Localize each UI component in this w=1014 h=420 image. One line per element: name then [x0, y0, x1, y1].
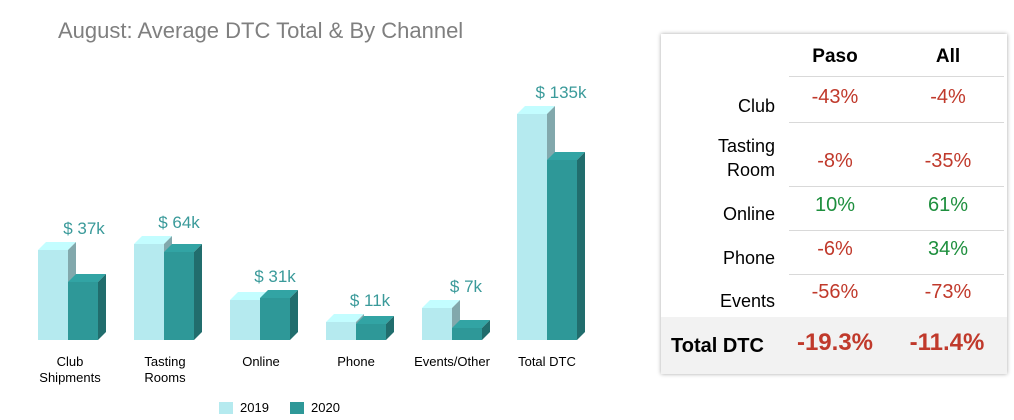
bar-2020-1-top	[164, 244, 202, 252]
bar-2020-0-top	[68, 274, 106, 282]
category-label-2-0: Online	[242, 354, 280, 369]
bar-2020-2-front	[260, 298, 290, 340]
data-label-4: $ 7k	[450, 277, 483, 296]
cell-phone-paso: -6%	[817, 238, 853, 260]
chart-title: August: Average DTC Total & By Channel	[58, 18, 464, 43]
bar-2019-5-top	[517, 106, 555, 114]
row-label-phone: Phone	[722, 248, 775, 268]
bar-2019-5-front	[517, 114, 547, 340]
bar-2020-0-side	[98, 274, 106, 340]
cell-online-paso: 10%	[814, 194, 856, 216]
legend-label-2020: 2020	[311, 400, 340, 415]
total-row-label: Total DTC	[671, 335, 764, 357]
bar-2020-1-side	[194, 244, 202, 340]
data-label-0: $ 37k	[63, 219, 105, 238]
data-label-5: $ 135k	[535, 83, 587, 102]
cell-events-all: -73%	[924, 281, 972, 303]
bar-2020-1-front	[164, 252, 194, 340]
legend-swatch-2020	[290, 402, 304, 414]
row-divider	[789, 122, 1004, 123]
row-divider	[789, 230, 1004, 231]
bar-2019-2-front	[230, 300, 260, 340]
bar-2020-5-side	[577, 152, 585, 340]
bar-2020-5-top	[547, 152, 585, 160]
bar-2020-4-side	[482, 320, 490, 340]
bar-2019-4-front	[422, 308, 452, 340]
category-label-5-0: Total DTC	[518, 354, 576, 369]
bar-2019-3-top	[326, 314, 364, 322]
header-divider	[789, 76, 1004, 77]
bar-2019-0-front	[38, 250, 68, 340]
category-label-1-1: Rooms	[144, 370, 186, 385]
row-label-events: Events	[719, 291, 775, 311]
legend-label-2019: 2019	[240, 400, 269, 415]
cell-online-all: 61%	[927, 194, 969, 216]
bar-2019-4-top	[422, 300, 460, 308]
row-label-online: Online	[722, 204, 775, 224]
data-label-1: $ 64k	[158, 213, 200, 232]
cell-tasting-room-all: -35%	[924, 150, 972, 172]
category-label-1-0: Tasting	[144, 354, 185, 369]
bar-2019-0-top	[38, 242, 76, 250]
change-table: Paso All Club -43% -4% Tasting Room -8% -35% On…	[661, 34, 1007, 374]
column-header-paso: Paso	[812, 46, 858, 67]
row-label-tasting-room: Tasting Room	[717, 136, 775, 180]
legend-swatch-2019	[219, 402, 233, 414]
total-row: Total DTC -19.3% -11.4%	[661, 317, 1007, 374]
bar-2020-0-front	[68, 282, 98, 340]
row-divider	[789, 186, 1004, 187]
category-label-0-1: Shipments	[39, 370, 101, 385]
bar-2019-3-front	[326, 322, 356, 340]
cell-club-paso: -43%	[811, 86, 859, 108]
total-value-all: -11.4%	[909, 329, 985, 356]
row-label-club: Club	[737, 96, 775, 116]
data-label-3: $ 11k	[350, 291, 391, 310]
bar-2020-2-top	[260, 290, 298, 298]
category-label-3-0: Phone	[337, 354, 375, 369]
bar-2020-4-top	[452, 320, 490, 328]
row-divider	[789, 274, 1004, 275]
column-header-all: All	[935, 46, 961, 67]
cell-events-paso: -56%	[811, 281, 859, 303]
bar-2020-3-side	[386, 316, 394, 340]
cell-club-all: -4%	[930, 86, 966, 108]
category-label-4-0: Events/Other	[414, 354, 491, 369]
cell-phone-all: 34%	[927, 238, 969, 260]
cell-tasting-room-paso: -8%	[817, 150, 853, 172]
bar-2020-3-front	[356, 324, 386, 340]
bar-2020-2-side	[290, 290, 298, 340]
bar-2020-4-front	[452, 328, 482, 340]
bar-2019-2-top	[230, 292, 268, 300]
total-value-paso: -19.3%	[796, 329, 874, 356]
bar-2019-1-top	[134, 236, 172, 244]
data-label-2: $ 31k	[254, 267, 296, 286]
category-label-0-0: Club	[57, 354, 84, 369]
bar-2019-1-front	[134, 244, 164, 340]
bar-2020-3-top	[356, 316, 394, 324]
bar-2020-5-front	[547, 160, 577, 340]
